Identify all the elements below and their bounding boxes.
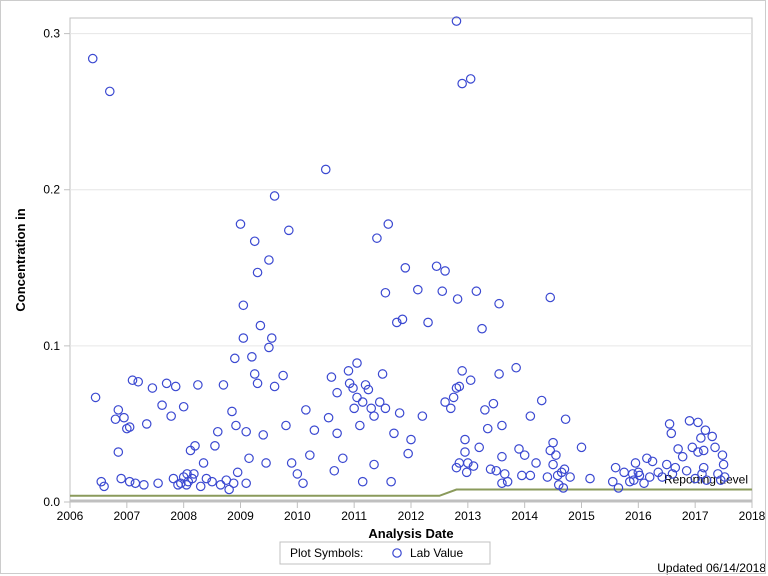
outer-border bbox=[0, 0, 766, 574]
